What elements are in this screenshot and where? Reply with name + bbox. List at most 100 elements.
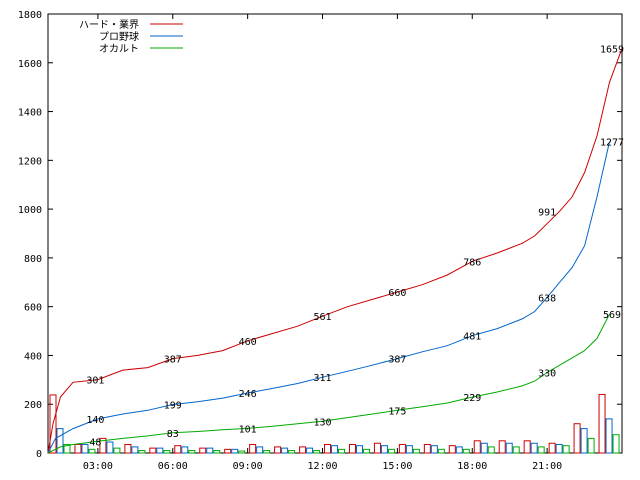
hourly-bar xyxy=(448,445,456,454)
hourly-bar xyxy=(274,446,282,454)
hourly-bar xyxy=(231,448,239,454)
data-label: 569 xyxy=(603,310,621,321)
data-label: 330 xyxy=(538,369,556,380)
data-label: 311 xyxy=(313,373,331,384)
hourly-bar xyxy=(63,443,71,454)
hourly-bar xyxy=(206,447,214,454)
series-line xyxy=(47,141,610,454)
x-tick-label: 03:00 xyxy=(83,461,113,472)
y-tick-label: 0 xyxy=(36,449,42,460)
hourly-bar xyxy=(306,447,314,454)
data-label: 387 xyxy=(164,355,182,366)
hourly-bar xyxy=(56,428,64,454)
cumulative-lines xyxy=(47,48,623,454)
data-label: 246 xyxy=(239,389,257,400)
data-label: 991 xyxy=(538,207,556,218)
series-line xyxy=(47,313,610,454)
data-label: 561 xyxy=(313,312,331,323)
hourly-bar xyxy=(437,448,445,454)
data-label: 83 xyxy=(167,429,179,440)
hourly-bar xyxy=(324,443,332,454)
hourly-bar xyxy=(537,446,545,454)
data-label: 48 xyxy=(89,437,101,448)
hourly-bar xyxy=(338,448,346,454)
data-label: 638 xyxy=(538,293,556,304)
data-label: 130 xyxy=(313,417,331,428)
y-tick-label: 800 xyxy=(24,254,42,265)
hourly-bar xyxy=(348,443,356,454)
hourly-bar xyxy=(423,443,431,454)
data-label: 460 xyxy=(239,337,257,348)
series-line xyxy=(47,48,623,454)
hourly-bar xyxy=(562,445,570,454)
hourly-bar xyxy=(124,443,132,454)
hourly-bar xyxy=(213,450,221,454)
hourly-bar xyxy=(88,448,96,454)
hourly-bar xyxy=(380,445,388,454)
x-tick-label: 06:00 xyxy=(158,461,188,472)
hourly-bar xyxy=(224,448,232,454)
x-tick-label: 12:00 xyxy=(307,461,337,472)
legend-label: ハード・業界 xyxy=(79,18,139,31)
y-tick-label: 1800 xyxy=(18,10,42,21)
hourly-bar xyxy=(188,450,196,454)
hourly-bar xyxy=(256,446,264,454)
hourly-bar xyxy=(355,445,363,454)
hourly-bar xyxy=(523,440,531,454)
hourly-bar xyxy=(455,446,463,454)
data-labels: 301 387 460 561 660 786 991 1659 140 199 246 311 387… xyxy=(86,44,624,448)
hourly-bar xyxy=(598,393,606,454)
hourly-bar xyxy=(313,450,321,454)
hourly-bar xyxy=(412,448,420,454)
x-axis: 03:00 06:00 09:00 12:00 15:00 18:00 21:00 xyxy=(83,14,562,472)
legend-label: プロ野球 xyxy=(99,30,139,43)
hourly-bar xyxy=(587,437,595,454)
x-tick-label: 21:00 xyxy=(532,461,562,472)
hourly-bar xyxy=(530,442,538,454)
plot-frame xyxy=(47,13,623,454)
hourly-bar xyxy=(281,447,289,454)
data-label: 481 xyxy=(463,332,481,343)
hourly-bar xyxy=(505,442,513,454)
hourly-bar xyxy=(480,442,488,454)
hourly-bar xyxy=(473,440,481,454)
y-axis: 0 200 400 600 800 1000 1200 1400 1600 1800 xyxy=(18,10,622,460)
hourly-bar xyxy=(99,437,107,454)
data-label: 786 xyxy=(463,257,481,268)
hourly-bar xyxy=(487,446,495,454)
data-label: 229 xyxy=(463,393,481,404)
hourly-bar xyxy=(156,447,164,454)
data-label: 199 xyxy=(164,400,182,411)
hourly-bar xyxy=(462,448,470,454)
data-label: 387 xyxy=(388,355,406,366)
y-tick-label: 1200 xyxy=(18,156,42,167)
hourly-bar xyxy=(331,445,339,454)
hourly-bar xyxy=(555,443,563,454)
data-label: 1277 xyxy=(600,138,624,149)
legend-label: オカルト xyxy=(99,43,139,55)
hourly-bar xyxy=(573,423,581,454)
data-label: 301 xyxy=(86,376,104,387)
hourly-bar xyxy=(106,441,114,454)
hourly-bar xyxy=(398,443,406,454)
hourly-bar xyxy=(362,448,370,454)
hourly-bar xyxy=(149,447,157,454)
hourly-bar xyxy=(174,445,182,454)
hourly-bar xyxy=(74,443,82,454)
data-label: 660 xyxy=(388,288,406,299)
y-tick-label: 1600 xyxy=(18,59,42,70)
hourly-bar xyxy=(387,448,395,454)
data-label: 140 xyxy=(86,415,104,426)
hourly-bar xyxy=(181,446,189,454)
y-tick-label: 1000 xyxy=(18,205,42,216)
data-label: 1659 xyxy=(600,44,624,55)
x-tick-label: 09:00 xyxy=(233,461,263,472)
x-tick-label: 18:00 xyxy=(457,461,487,472)
hourly-bar xyxy=(605,418,613,454)
hourly-bar xyxy=(199,447,207,454)
x-tick-label: 15:00 xyxy=(382,461,412,472)
hourly-bar xyxy=(430,445,438,454)
hourly-bar xyxy=(163,450,171,454)
